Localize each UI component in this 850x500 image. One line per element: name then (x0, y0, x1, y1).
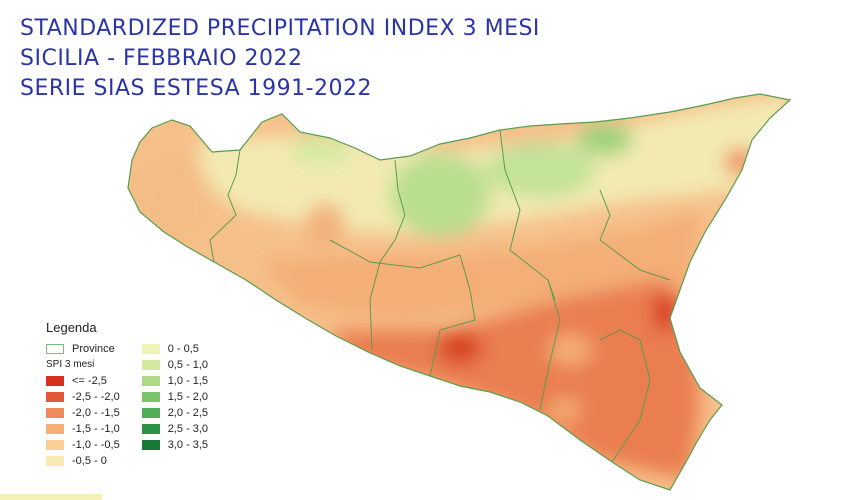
legend-swatch (46, 456, 64, 466)
legend: Legenda Province SPI 3 mesi <= -2,5 -2,5 … (46, 320, 208, 469)
boundary-palermo-caltanissetta (369, 159, 406, 351)
bottom-strip (0, 494, 850, 500)
boundary-agrigento-caltanissetta (429, 254, 476, 377)
legend-label: -2,0 - -1,5 (72, 407, 120, 419)
spi-zone-wet-palermo (290, 134, 350, 166)
legend-label: 0 - 0,5 (167, 343, 199, 355)
legend-item: -0,5 - 0 (46, 453, 120, 469)
spi-zone-dry-messina (724, 148, 756, 176)
boundary-messina-catania (599, 189, 671, 281)
legend-swatch (46, 440, 64, 450)
spi-zone-dry-west (130, 150, 210, 240)
spi-zone-wet-peak (577, 124, 633, 156)
legend-item: 1,5 - 2,0 (141, 389, 209, 405)
legend-title: Legenda (46, 320, 97, 335)
province-boundaries (209, 129, 671, 463)
legend-swatch (141, 376, 160, 386)
legend-label: -1,5 - -1,0 (72, 423, 120, 435)
legend-province-label: Province (72, 343, 115, 355)
boundary-catania-siracusa (599, 329, 651, 463)
legend-label: 2,0 - 2,5 (167, 407, 209, 419)
legend-item: 2,0 - 2,5 (141, 405, 209, 421)
legend-label: 2,5 - 3,0 (167, 423, 209, 435)
map-title: STANDARDIZED PRECIPITATION INDEX 3 MESI … (20, 14, 540, 104)
spi-zone-dry-spot (305, 203, 345, 247)
legend-label: -2,5 - -2,0 (72, 391, 120, 403)
spi-zone-wet-center (390, 153, 490, 237)
boundary-trapani-palermo (209, 149, 241, 263)
spi-zone-moderate-patch (548, 334, 592, 366)
legend-item: <= -2,5 (46, 373, 120, 389)
title-line-3: SERIE SIAS ESTESA 1991-2022 (20, 76, 373, 101)
legend-swatch (141, 408, 160, 418)
spi-zone-moderate-patch-south (549, 398, 581, 422)
legend-label: -1,0 - -0,5 (72, 439, 120, 451)
legend-item: 3,0 - 3,5 (141, 437, 209, 453)
legend-spi-label: SPI 3 mesi (46, 359, 95, 370)
legend-label: 0,5 - 1,0 (167, 359, 209, 371)
legend-swatch (46, 424, 64, 434)
boundary-palermo-agrigento (329, 239, 461, 269)
legend-item: 2,5 - 3,0 (141, 421, 209, 437)
spi-zone-extreme-catania (653, 292, 677, 332)
legend-item: 0,5 - 1,0 (141, 357, 209, 373)
legend-label: 3,0 - 3,5 (167, 439, 209, 451)
legend-positive-column: 0 - 0,5 0,5 - 1,0 1,0 - 1,5 1,5 - 2,0 2,0 - … (141, 341, 209, 469)
legend-swatch (141, 424, 160, 434)
legend-item: -2,5 - -2,0 (46, 389, 120, 405)
legend-label: -0,5 - 0 (72, 455, 107, 467)
spi-zone-extreme-agrigento (438, 332, 482, 364)
spi-zone-wet-nebrodi (485, 142, 595, 198)
legend-swatch (141, 360, 160, 370)
legend-label: 1,0 - 1,5 (167, 375, 209, 387)
sicily-coastline (127, 93, 792, 491)
legend-swatch (141, 392, 160, 402)
legend-negative-column: Province SPI 3 mesi <= -2,5 -2,5 - -2,0 -2… (46, 341, 120, 469)
spi-zone-very-dry-south (330, 280, 700, 480)
title-line-2: SICILIA - FEBBRAIO 2022 (20, 46, 303, 71)
legend-item: -1,5 - -1,0 (46, 421, 120, 437)
legend-swatch (141, 440, 160, 450)
legend-label: 1,5 - 2,0 (167, 391, 209, 403)
boundary-caltanissetta-ragusa (539, 279, 561, 411)
legend-item: 0 - 0,5 (141, 341, 208, 357)
legend-item-province: Province (46, 341, 120, 357)
legend-swatch (46, 376, 64, 386)
spi-zone-dry-middle (260, 210, 700, 320)
legend-item: -2,0 - -1,5 (46, 405, 120, 421)
legend-item: -1,0 - -0,5 (46, 437, 120, 453)
legend-swatch (46, 408, 64, 418)
province-swatch (46, 344, 64, 354)
legend-item: 1,0 - 1,5 (141, 373, 209, 389)
legend-label: <= -2,5 (72, 375, 107, 387)
legend-swatch (141, 344, 160, 354)
legend-swatch (46, 392, 64, 402)
title-line-1: STANDARDIZED PRECIPITATION INDEX 3 MESI (20, 16, 540, 41)
